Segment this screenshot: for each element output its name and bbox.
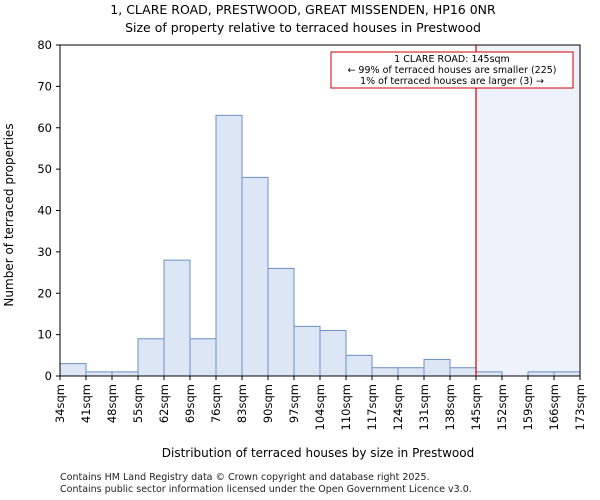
bar-110sqm: [345, 354, 373, 377]
x-tick-label: 97sqm: [287, 384, 301, 423]
footer-copyright: Contains HM Land Registry data © Crown c…: [60, 472, 430, 483]
x-tick-label: 69sqm: [183, 384, 197, 423]
y-tick-label: 80: [37, 38, 52, 52]
annotation-line: 1 CLARE ROAD: 145sqm: [394, 54, 510, 65]
x-tick-label: 152sqm: [495, 384, 509, 430]
y-tick-label: 0: [45, 369, 52, 383]
bar-145sqm: [475, 371, 503, 377]
x-tick-label: 34sqm: [53, 384, 67, 423]
annotation-line: ← 99% of terraced houses are smaller (22…: [347, 65, 556, 76]
x-tick-label: 159sqm: [521, 384, 535, 430]
x-tick-label: 41sqm: [79, 384, 93, 423]
bar-69sqm: [189, 338, 217, 377]
plot-area: 0 10 20 30 40 50 60 70 80 34sqm 41sqm 48sqm 55sqm 62s…: [37, 38, 587, 430]
bar-55sqm: [137, 338, 165, 377]
x-tick-label: 173sqm: [573, 384, 587, 430]
bar-76sqm: [215, 114, 243, 377]
bar-34sqm: [59, 363, 87, 377]
bar-124sqm: [397, 367, 425, 377]
bar-41sqm: [85, 371, 113, 377]
x-tick-label: 110sqm: [339, 384, 353, 430]
bar-62sqm: [163, 259, 191, 377]
bar-104sqm: [319, 329, 347, 377]
highlight-region: [476, 45, 580, 376]
annotation-line: 1% of terraced houses are larger (3) →: [360, 76, 544, 87]
bar-97sqm: [293, 325, 321, 377]
y-tick-label: 30: [37, 245, 52, 259]
y-tick-label: 20: [37, 286, 52, 300]
x-tick-label: 166sqm: [547, 384, 561, 430]
y-tick-label: 60: [37, 121, 52, 135]
x-tick-label: 90sqm: [261, 384, 275, 423]
bar-83sqm: [241, 176, 269, 377]
bar-117sqm: [371, 367, 399, 377]
bar-166sqm: [553, 371, 581, 377]
x-tick-label: 124sqm: [391, 384, 405, 430]
bar-159sqm: [527, 371, 555, 377]
x-tick-label: 145sqm: [469, 384, 483, 430]
y-tick-label: 10: [37, 328, 52, 342]
x-tick-label: 55sqm: [131, 384, 145, 423]
x-tick-label: 117sqm: [365, 384, 379, 430]
x-tick-label: 83sqm: [235, 384, 249, 423]
y-tick-label: 70: [37, 79, 52, 93]
y-axis-label: Number of terraced properties: [2, 123, 16, 306]
x-tick-label: 131sqm: [417, 384, 431, 430]
bar-90sqm: [267, 267, 295, 377]
y-tick-label: 40: [37, 204, 52, 218]
chart-subtitle: Size of property relative to terraced ho…: [125, 20, 481, 35]
x-axis-label: Distribution of terraced houses by size …: [162, 446, 475, 460]
y-tick-label: 50: [37, 162, 52, 176]
x-tick-label: 138sqm: [443, 384, 457, 430]
footer-licence: Contains public sector information licen…: [60, 484, 472, 495]
bar-131sqm: [423, 358, 451, 377]
histogram-chart: 1, CLARE ROAD, PRESTWOOD, GREAT MISSENDE…: [2, 2, 587, 460]
annotation-box: [330, 51, 574, 89]
x-tick-label: 104sqm: [313, 384, 327, 430]
x-tick-label: 48sqm: [105, 384, 119, 423]
bar-138sqm: [449, 367, 477, 377]
x-tick-label: 76sqm: [209, 384, 223, 423]
x-tick-label: 62sqm: [157, 384, 171, 423]
bar-48sqm: [111, 371, 139, 377]
chart-title: 1, CLARE ROAD, PRESTWOOD, GREAT MISSENDE…: [110, 2, 496, 17]
